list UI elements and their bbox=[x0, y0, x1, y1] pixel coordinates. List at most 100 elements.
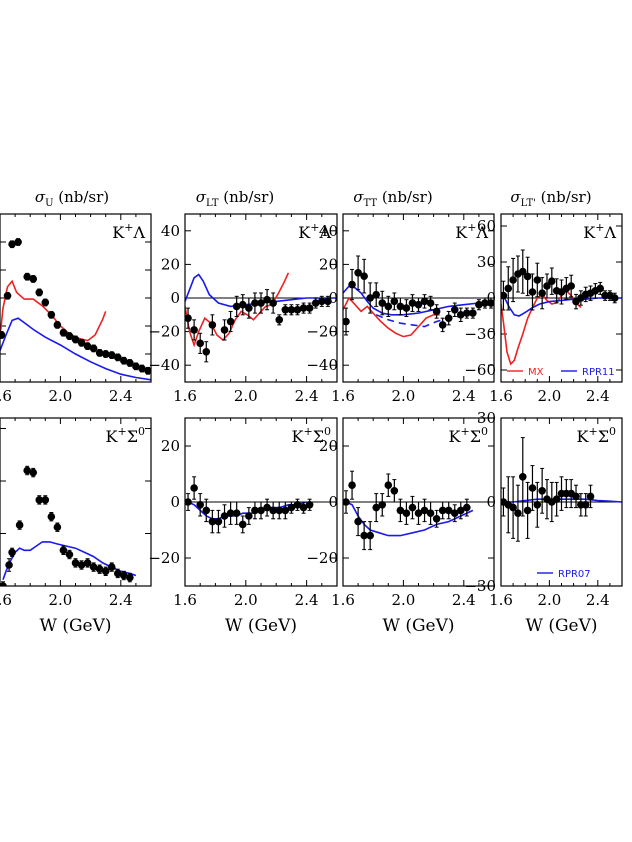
data-point bbox=[528, 288, 537, 296]
data-point bbox=[190, 326, 198, 334]
data-point bbox=[226, 509, 235, 517]
x-tick-label: 2.0 bbox=[537, 591, 561, 609]
y-tick-label: 30 bbox=[477, 253, 496, 271]
y-tick-label: 40 bbox=[319, 222, 338, 240]
x-tick-label: 2.4 bbox=[452, 591, 476, 609]
data-point bbox=[226, 317, 235, 326]
data-point bbox=[463, 503, 471, 512]
data-point bbox=[238, 520, 247, 529]
data-point bbox=[567, 282, 575, 290]
data-point bbox=[41, 496, 50, 504]
legend-rpr07-label: RPR07 bbox=[558, 569, 591, 580]
y-tick-label: 40 bbox=[161, 222, 180, 240]
data-point bbox=[251, 506, 259, 515]
x-tick-label: 2.0 bbox=[391, 387, 415, 405]
data-point bbox=[144, 367, 151, 375]
data-point bbox=[438, 321, 447, 329]
data-point bbox=[15, 521, 24, 529]
data-point bbox=[523, 506, 532, 515]
data-point bbox=[3, 291, 12, 300]
data-point bbox=[504, 284, 513, 293]
data-point bbox=[533, 501, 542, 509]
rpr11-curve bbox=[0, 317, 151, 381]
data-point bbox=[305, 304, 314, 312]
data-point bbox=[214, 517, 223, 526]
legend-rpr11-label: RPR11 bbox=[582, 367, 615, 378]
data-point bbox=[83, 559, 92, 567]
data-point bbox=[514, 509, 522, 517]
data-point bbox=[426, 509, 435, 517]
y-tick-label: −30 bbox=[464, 325, 496, 343]
data-point bbox=[543, 282, 551, 290]
data-point bbox=[0, 582, 7, 586]
data-point bbox=[245, 512, 253, 520]
data-point bbox=[281, 506, 290, 515]
data-point bbox=[89, 563, 98, 571]
x-tick-label: 2.4 bbox=[109, 387, 133, 405]
data-point bbox=[360, 531, 368, 540]
data-point bbox=[408, 299, 417, 307]
data-point bbox=[269, 299, 277, 307]
data-point bbox=[275, 316, 284, 324]
data-point bbox=[65, 332, 74, 340]
data-point bbox=[8, 240, 16, 249]
data-point bbox=[444, 314, 453, 322]
data-point bbox=[35, 288, 44, 297]
x-tick-label: 2.0 bbox=[391, 591, 415, 609]
x-tick-label: 1.6 bbox=[173, 387, 197, 405]
data-point bbox=[281, 305, 290, 314]
x-tick-label: 2.4 bbox=[295, 387, 319, 405]
reaction-label: K+Σ0 bbox=[577, 425, 616, 446]
col-title-sigma-ltp: σLT' (nb/sr) bbox=[510, 188, 591, 209]
x-tick-label: 1.6 bbox=[0, 591, 12, 609]
data-point bbox=[610, 294, 619, 302]
data-point bbox=[518, 267, 527, 276]
data-point bbox=[263, 295, 271, 304]
reaction-label: K+Σ0 bbox=[292, 425, 331, 446]
y-tick-label: −20 bbox=[148, 549, 180, 567]
reaction-label: K+Λ bbox=[455, 221, 488, 242]
panel-1-2: 1.6 2.0 2.4 −20 0 20 K+Σ0 W (GeV) bbox=[306, 417, 495, 636]
data-point bbox=[481, 299, 489, 307]
data-point bbox=[71, 335, 80, 344]
data-point bbox=[138, 364, 146, 373]
x-tick-label: 1.6 bbox=[173, 591, 197, 609]
data-point bbox=[132, 362, 140, 371]
data-point bbox=[59, 328, 68, 337]
data-point bbox=[384, 302, 393, 311]
data-point bbox=[324, 297, 332, 306]
y-tick-label: 0 bbox=[486, 289, 496, 307]
data-point bbox=[469, 309, 477, 317]
data-point bbox=[77, 561, 86, 569]
data-point bbox=[196, 339, 204, 348]
x-axis-label: W (GeV) bbox=[39, 616, 111, 636]
data-point bbox=[287, 305, 296, 314]
data-point bbox=[318, 297, 326, 306]
x-axis-label: W (GeV) bbox=[382, 616, 454, 636]
data-point bbox=[581, 501, 590, 509]
data-point bbox=[185, 314, 192, 322]
data-point bbox=[29, 468, 38, 477]
data-point bbox=[41, 298, 50, 307]
data-point bbox=[360, 272, 368, 280]
data-point bbox=[47, 311, 56, 319]
data-point bbox=[95, 565, 104, 573]
data-point bbox=[113, 353, 122, 362]
data-point bbox=[390, 297, 399, 306]
data-point bbox=[196, 501, 204, 509]
y-tick-label: −20 bbox=[306, 549, 338, 567]
data-point bbox=[8, 548, 16, 557]
reaction-label: K+Λ bbox=[583, 221, 616, 242]
y-tick-label: 20 bbox=[319, 437, 338, 455]
data-point bbox=[0, 331, 6, 339]
x-tick-label: 1.6 bbox=[331, 387, 355, 405]
panel-0-3: 1.6 2.0 2.4 −60 −30 0 30 60 K+Λ MX RPR11 bbox=[464, 213, 623, 405]
x-tick-label: 2.0 bbox=[234, 591, 258, 609]
panel-1-0: 1.62.02.40255075K+Σ0W (GeV) bbox=[0, 417, 152, 636]
data-point bbox=[378, 501, 387, 509]
data-point bbox=[251, 299, 259, 307]
data-point bbox=[366, 294, 374, 302]
data-point bbox=[14, 238, 22, 246]
data-point bbox=[245, 304, 253, 312]
